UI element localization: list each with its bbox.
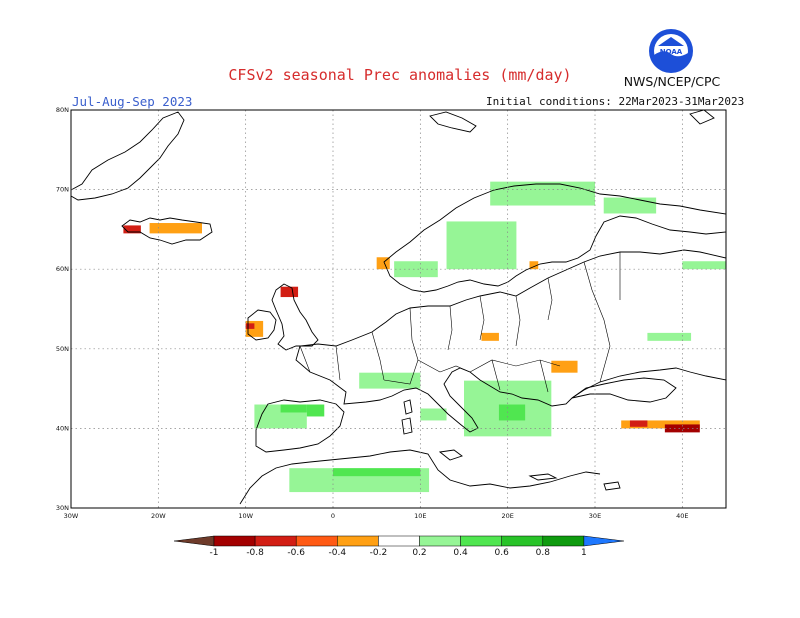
- colorbar-tick-label: -0.6: [287, 548, 305, 558]
- anomaly-patch: [394, 261, 438, 278]
- africa-coast: [239, 449, 601, 505]
- anomaly-patch: [333, 468, 421, 477]
- cyprus-coast: [603, 481, 621, 491]
- ireland-coast: [247, 309, 277, 341]
- iceland-coast: [121, 217, 213, 245]
- lon-tick-label: 30W: [64, 512, 79, 520]
- anomaly-patch: [603, 197, 657, 214]
- greenland-coast: [70, 111, 185, 201]
- lon-tick-label: 0: [331, 512, 335, 520]
- colorbar-tick-label: 1: [581, 548, 587, 558]
- coastline-layer: [70, 109, 727, 505]
- lat-tick-label: 70N: [56, 186, 69, 194]
- sardinia-coast: [401, 417, 413, 435]
- anomaly-patch: [664, 424, 700, 433]
- colorbar-segment: [295, 535, 338, 547]
- lon-tick-label: 20E: [501, 512, 513, 520]
- anomaly-patch: [123, 225, 141, 234]
- anomaly-patch: [629, 420, 648, 427]
- anomaly-patch: [682, 261, 726, 270]
- europe-coast: [255, 249, 727, 453]
- anomaly-patch: [446, 221, 517, 270]
- map-frame: [70, 109, 727, 509]
- anomaly-patch: [621, 420, 700, 429]
- lon-tick-label: 10W: [238, 512, 253, 520]
- colorbar-tick-label: -0.8: [246, 548, 264, 558]
- anomaly-patch: [306, 404, 325, 417]
- anomaly-layer: [123, 181, 726, 493]
- anomaly-patch: [647, 332, 692, 341]
- colorbar-tick-label: 0.4: [453, 548, 468, 558]
- noaa-logo: NOAA: [649, 29, 693, 73]
- initial-conditions-label: Initial conditions: 22Mar2023-31Mar2023: [486, 95, 745, 108]
- anomaly-patch: [280, 404, 307, 413]
- colorbar-segment: [378, 535, 420, 547]
- map-title: CFSv2 seasonal Prec anomalies (mm/day): [228, 66, 572, 84]
- anomaly-patch: [490, 181, 595, 206]
- agency-label: NWS/NCEP/CPC: [623, 74, 721, 89]
- anomaly-patch: [376, 257, 390, 270]
- colorbar-segment: [337, 535, 379, 547]
- anomaly-patch: [280, 286, 299, 298]
- colorbar-tick-label: 0.8: [535, 548, 550, 558]
- anomaly-patch: [551, 360, 578, 373]
- colorbar-tick-label: -1: [209, 548, 219, 558]
- colorbar-svg: [173, 535, 624, 547]
- logo-text: NOAA: [660, 48, 683, 56]
- anomaly-patch: [149, 223, 202, 234]
- svalbard-coast: [429, 111, 477, 133]
- lat-tick-label: 40N: [56, 424, 69, 432]
- colorbar-arrow-low: [173, 535, 215, 547]
- britain-coast: [271, 283, 319, 351]
- lat-tick-label: 60N: [56, 265, 69, 273]
- colorbar-tick-label: -0.2: [369, 548, 388, 558]
- anomaly-patch: [420, 408, 447, 421]
- lat-tick-label: 80N: [56, 106, 69, 114]
- black-sea-coast: [571, 377, 677, 403]
- colorbar-segment: [213, 535, 256, 547]
- lat-tick-label: 30N: [56, 504, 69, 512]
- colorbar-segment: [419, 535, 461, 547]
- colorbar-segment: [501, 535, 544, 547]
- colorbar-tick-label: 0.6: [494, 548, 509, 558]
- anomaly-patch: [529, 261, 539, 270]
- lat-lon-grid: [71, 110, 726, 508]
- season-label: Jul-Aug-Sep 2023: [72, 94, 193, 109]
- colorbar-segment: [254, 535, 297, 547]
- colorbar-segment: [460, 535, 502, 547]
- colorbar-segment: [542, 535, 585, 547]
- lon-tick-label: 20W: [151, 512, 166, 520]
- crete-coast: [528, 473, 558, 481]
- country-borders: [299, 252, 621, 393]
- corsica-coast: [403, 399, 413, 415]
- novaya-coast: [689, 109, 715, 125]
- lon-tick-label: 30E: [589, 512, 601, 520]
- anomaly-patch: [245, 323, 255, 329]
- sicily-coast: [438, 449, 463, 461]
- lat-tick-label: 50N: [56, 345, 69, 353]
- lon-tick-label: 10E: [414, 512, 426, 520]
- colorbar-arrow-high: [583, 535, 624, 547]
- anomaly-patch: [481, 332, 499, 341]
- colorbar-tick-label: -0.4: [328, 548, 347, 558]
- colorbar-tick-label: 0.2: [412, 548, 427, 558]
- anomaly-patch: [498, 404, 526, 421]
- lon-tick-label: 40E: [676, 512, 688, 520]
